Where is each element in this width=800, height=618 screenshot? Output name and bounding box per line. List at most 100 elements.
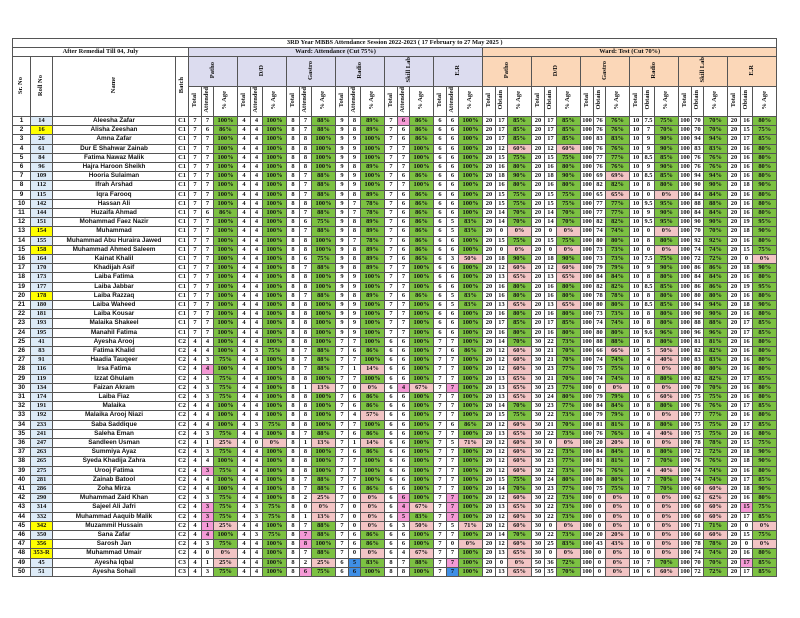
- attendance-radio-percent-cell: 0%: [360, 548, 385, 559]
- attendance-gastro-percent-cell: 100%: [311, 235, 336, 246]
- attendance-d-d-attended-cell: 3: [250, 346, 263, 357]
- attendance-e-r-total-cell: 7: [433, 465, 447, 476]
- test-group-e-r: E.R: [726, 56, 778, 88]
- attendance-d-d-total-cell: 4: [237, 253, 251, 265]
- test-patho-percent-cell: 60%: [507, 263, 532, 274]
- attendance-d-d-total-cell: 4: [237, 419, 251, 430]
- table-row: 39 275 Urooj Fatima C2 4 3 75% 4 4 100% 8 8 100% 7 7 10…: [12, 465, 778, 476]
- attendance-d-d-percent-cell: 100%: [262, 171, 287, 182]
- sr-no-cell: 39: [12, 465, 31, 476]
- roll-header: Roll No: [30, 56, 53, 117]
- attendance-e-r-attended-cell: 0: [446, 539, 459, 550]
- student-name-cell: Zainab Batool: [52, 474, 176, 486]
- attendance-e-r-percent-cell: 100%: [458, 355, 483, 366]
- student-name-cell: Laiba Jabbar: [52, 281, 176, 292]
- attendance-d-d-attended-cell: 4: [250, 557, 263, 568]
- attendance-skill-lab-attended-cell: 6: [397, 336, 410, 348]
- test-e-r-percent-cell: 85%: [751, 566, 778, 578]
- test-skill-lab-obtained-cell: 71: [691, 520, 704, 532]
- test-gastro-percent-cell: 78%: [605, 290, 630, 302]
- attendance-gastro-attended-cell: 7: [299, 474, 312, 486]
- attendance-d-d-total-cell: 4: [237, 438, 251, 449]
- attendance-d-d-percent-cell: 100%: [262, 226, 287, 237]
- attendance-patho-total-cell: 7: [188, 217, 202, 228]
- test-d-d-percent-cell: 80%: [556, 161, 581, 173]
- test-e-r-percent-cell: 80%: [751, 428, 778, 440]
- test-skill-lab-total-cell: 100: [678, 198, 692, 209]
- attendance-e-r-total-cell: 6: [433, 198, 447, 209]
- batch-cell: C1: [175, 180, 189, 191]
- test-gastro-total-cell: 100: [580, 382, 594, 394]
- test-skill-lab-total-cell: 100: [678, 346, 692, 357]
- sr-no-cell: 1: [12, 115, 31, 127]
- attendance-d-d-total-cell: 4: [237, 447, 251, 458]
- test-d-d-percent-cell: 70%: [556, 355, 581, 366]
- test-gastro-percent-cell: 43%: [605, 539, 630, 550]
- table-row: 45 342 Muzammil Hussain C2 4 1 25% 4 4 100% 8 7 88% 7…: [12, 520, 778, 532]
- attendance-gastro-attended-cell: 8: [299, 143, 312, 154]
- sr-no-cell: 17: [12, 263, 31, 274]
- test-radio-percent-cell: 90%: [654, 263, 679, 274]
- attendance-patho-age-header: % Age: [213, 86, 238, 117]
- attendance-patho-total-cell: 7: [188, 189, 202, 200]
- student-name-cell: Amna Zafar: [52, 134, 176, 145]
- table-row: 17 170 Khadijah Asif C1 7 7 100% 4 4 100% 8 7 88% 9 8 8…: [12, 263, 778, 274]
- test-e-r-percent-cell: 85%: [751, 557, 778, 568]
- attendance-d-d-total-cell: 4: [237, 217, 251, 228]
- attendance-e-r-percent-cell: 100%: [458, 161, 483, 173]
- test-patho-total-cell: 20: [482, 152, 496, 163]
- roll-no-cell: 170: [30, 263, 53, 274]
- test-radio-total-cell: 10: [629, 530, 643, 541]
- test-radio-percent-cell: 70%: [654, 125, 679, 136]
- test-gastro-obtained-cell: 74: [593, 355, 606, 366]
- attendance-gastro-percent-cell: 100%: [311, 465, 336, 476]
- attendance-skill-lab-total-cell: 8: [384, 557, 398, 568]
- attendance-d-d-total-cell: 4: [237, 520, 251, 532]
- test-skill-lab-total-cell: 100: [678, 327, 692, 338]
- test-d-d-total-cell: 20: [531, 198, 545, 209]
- test-patho-obtain-header: Obtain: [495, 86, 508, 117]
- test-gastro-percent-cell: 0%: [605, 511, 630, 522]
- attendance-e-r-percent-cell: 100%: [458, 392, 483, 403]
- attendance-patho-attended-cell: 7: [201, 327, 214, 338]
- table-row: 9 115 Iqra Farooq C1 7 7 100% 4 4 100% 8 7 88% 9 8 89% 7…: [12, 189, 778, 200]
- test-skill-lab-obtained-cell: 88: [691, 198, 704, 209]
- attendance-patho-total-cell: 7: [188, 125, 202, 136]
- test-gastro-total-cell: 100: [580, 189, 594, 200]
- attendance-skill-lab-attended-cell: 5: [397, 511, 410, 522]
- test-skill-lab-percent-cell: 88%: [703, 318, 728, 329]
- attendance-d-d-total-cell: 4: [237, 171, 251, 182]
- test-gastro-obtained-cell: 84: [593, 447, 606, 458]
- test-radio-percent-cell: 95%: [654, 198, 679, 209]
- attendance-radio-percent-cell: 100%: [360, 281, 385, 292]
- test-patho-obtained-cell: 12: [495, 419, 508, 430]
- test-patho-percent-cell: 70%: [507, 217, 532, 228]
- attendance-patho-percent-cell: 100%: [213, 346, 238, 357]
- test-skill-lab-obtained-cell: 80: [691, 364, 704, 375]
- attendance-skill-lab-percent-cell: 67%: [409, 502, 434, 513]
- test-patho-total-cell: 20: [482, 217, 496, 228]
- test-gastro-total-cell: 100: [580, 539, 594, 550]
- attendance-radio-attended-cell: 0: [348, 511, 361, 522]
- test-patho-obtained-cell: 12: [495, 438, 508, 449]
- test-skill-lab-percent-cell: 80%: [703, 364, 728, 375]
- attendance-d-d-percent-cell: 100%: [262, 152, 287, 163]
- attendance-e-r-total-cell: 7: [433, 474, 447, 486]
- test-d-d-obtained-cell: 22: [544, 511, 557, 522]
- roll-no-cell: 353-R: [30, 548, 53, 559]
- test-skill-lab-obtain-header: Obtain: [691, 86, 704, 117]
- student-name-cell: Muhammad: [52, 226, 176, 237]
- test-patho-obtained-cell: 13: [495, 382, 508, 394]
- attendance-skill-lab-total-cell: 7: [384, 235, 398, 246]
- attendance-patho-attended-cell: 3: [201, 382, 214, 394]
- test-patho-obtained-cell: 17: [495, 134, 508, 145]
- test-d-d-total-cell: 30: [531, 484, 545, 495]
- test-skill-lab-total-cell: 100: [678, 428, 692, 440]
- attendance-radio-total-cell: 9: [335, 217, 349, 228]
- roll-no-cell: 192: [30, 410, 53, 421]
- attendance-d-d-total-cell: 4: [237, 318, 251, 329]
- student-name-cell: Alisha Zeeshan: [52, 125, 176, 136]
- attendance-radio-percent-cell: 100%: [360, 355, 385, 366]
- test-radio-obtained-cell: 8: [642, 447, 655, 458]
- attendance-radio-percent-cell: 86%: [360, 346, 385, 357]
